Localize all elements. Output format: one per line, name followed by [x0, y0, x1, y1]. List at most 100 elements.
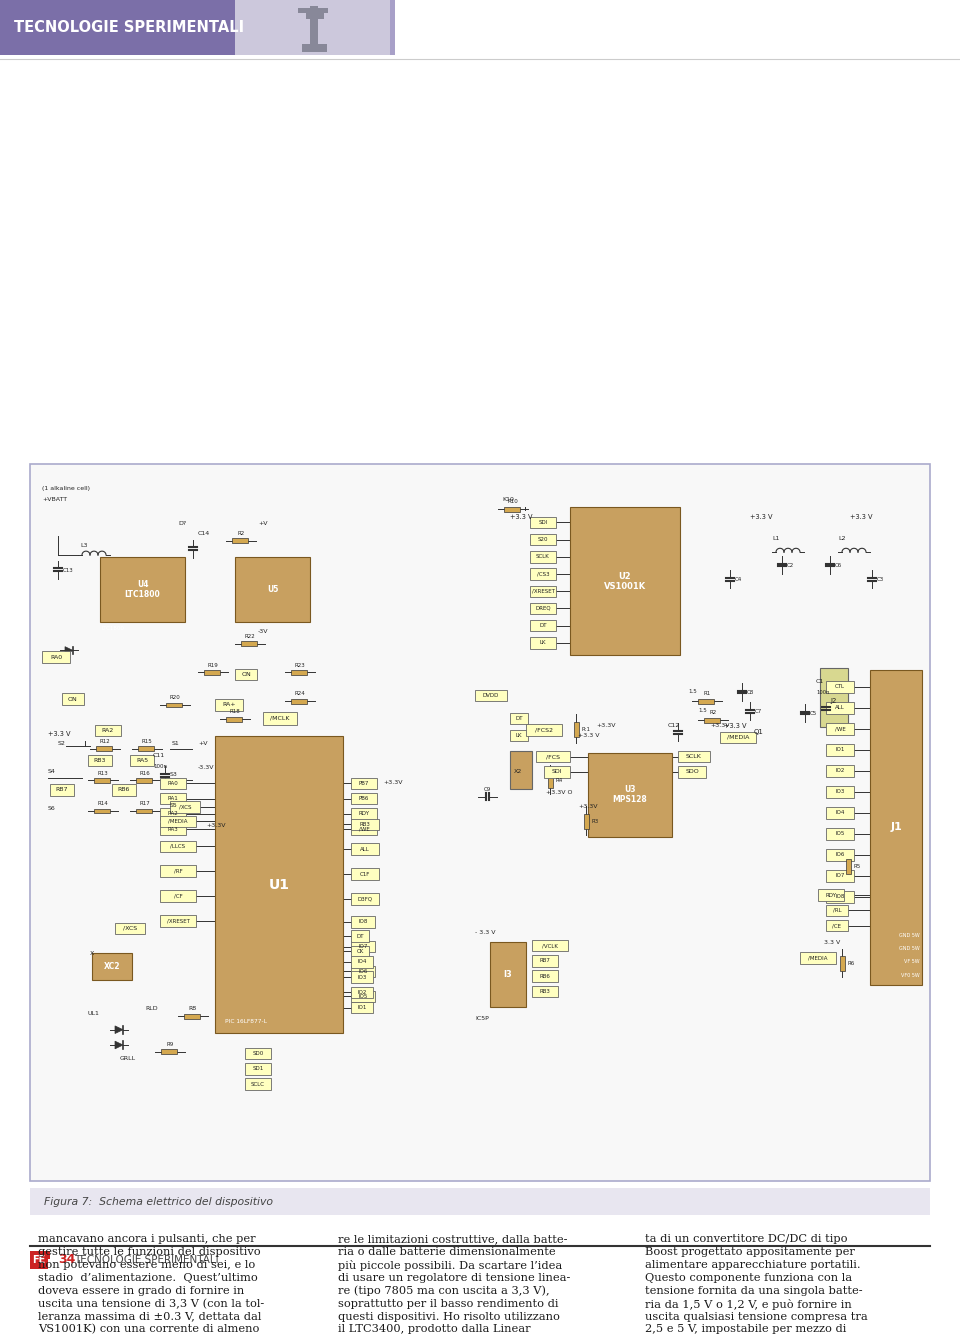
Bar [112, 784, 136, 796]
Bar [826, 870, 854, 882]
Text: C8: C8 [747, 689, 755, 695]
Text: Q1: Q1 [754, 728, 764, 735]
Text: /RL: /RL [832, 908, 841, 912]
Text: R18: R18 [229, 709, 240, 715]
Bar [42, 652, 70, 663]
Text: DT: DT [356, 934, 364, 939]
Text: ta di un convertitore DC/DC di tipo: ta di un convertitore DC/DC di tipo [645, 1234, 848, 1244]
Bar [720, 732, 756, 743]
Text: R23: R23 [295, 663, 305, 668]
Bar [536, 751, 570, 763]
Text: S20: S20 [538, 537, 548, 542]
Bar [532, 955, 558, 967]
Text: +3.3 V: +3.3 V [48, 731, 70, 736]
Text: R4: R4 [555, 778, 563, 783]
Text: S4: S4 [48, 770, 56, 775]
Text: R20: R20 [170, 695, 180, 700]
Text: L3: L3 [80, 542, 87, 548]
Text: C12: C12 [668, 724, 681, 728]
Text: RA2: RA2 [102, 728, 114, 733]
Text: IO1: IO1 [835, 747, 845, 752]
Bar [160, 866, 196, 876]
Text: RA0: RA0 [50, 655, 62, 660]
Text: +3.3 V: +3.3 V [750, 514, 773, 520]
Bar [544, 766, 570, 778]
Text: RB7: RB7 [56, 787, 68, 792]
Bar [678, 766, 706, 778]
Bar [298, 8, 328, 13]
Text: +3.3V: +3.3V [383, 780, 402, 784]
Text: SDI: SDI [552, 770, 563, 775]
Bar [510, 751, 532, 790]
Text: questi dispositivi. Ho risolto utilizzano: questi dispositivi. Ho risolto utilizzan… [338, 1312, 560, 1321]
Text: LK: LK [540, 640, 546, 645]
Text: RDY: RDY [826, 892, 836, 898]
Text: /VCLK: /VCLK [542, 943, 558, 949]
Text: 100n: 100n [153, 764, 167, 768]
Text: R2: R2 [709, 711, 716, 716]
Bar [235, 0, 390, 55]
Text: Figura 7:  Schema elettrico del dispositivo: Figura 7: Schema elettrico del dispositi… [44, 1197, 273, 1206]
Text: mancavano ancora i pulsanti, che per: mancavano ancora i pulsanti, che per [38, 1234, 255, 1244]
Text: L2: L2 [838, 536, 846, 541]
Text: C7: C7 [755, 709, 762, 715]
Text: +3.3V: +3.3V [578, 804, 597, 808]
Text: R3: R3 [591, 819, 598, 824]
Text: IO3: IO3 [357, 975, 367, 979]
Text: 34: 34 [58, 1253, 76, 1267]
Text: S5: S5 [170, 803, 178, 808]
Text: IO3: IO3 [835, 790, 845, 795]
Bar [475, 689, 507, 701]
Bar [204, 671, 220, 675]
Text: R:1: R:1 [581, 727, 590, 732]
Bar [94, 808, 110, 814]
Text: RB3: RB3 [540, 989, 550, 994]
Bar [510, 729, 528, 741]
Bar [351, 990, 375, 1002]
Bar [232, 538, 248, 542]
Bar [351, 792, 377, 804]
Text: C1: C1 [816, 679, 825, 684]
Text: R15: R15 [142, 739, 153, 744]
Text: di usare un regolatore di tensione linea-: di usare un regolatore di tensione linea… [338, 1273, 570, 1283]
Text: R17: R17 [139, 802, 151, 806]
Text: SDO: SDO [685, 770, 699, 775]
Text: /CF: /CF [174, 894, 182, 899]
Bar [160, 840, 196, 852]
Text: 3.3 V: 3.3 V [824, 941, 840, 946]
Bar [62, 693, 84, 705]
Bar [50, 784, 74, 796]
Text: 1.5: 1.5 [688, 689, 697, 695]
Text: S3: S3 [170, 772, 178, 778]
Bar [241, 641, 257, 647]
Bar [510, 712, 528, 724]
Text: ria o dalle batterie dimensionalmente: ria o dalle batterie dimensionalmente [338, 1246, 556, 1257]
Bar [88, 755, 112, 766]
Text: DREQ: DREQ [535, 607, 551, 611]
Bar [351, 843, 379, 855]
Text: /WE: /WE [359, 827, 370, 831]
Bar [532, 986, 558, 997]
Text: ria da 1,5 V o 1,2 V, e può fornire in: ria da 1,5 V o 1,2 V, e può fornire in [645, 1299, 852, 1309]
Bar [826, 766, 854, 776]
Bar [92, 954, 132, 981]
Text: /MEDIA: /MEDIA [808, 955, 828, 961]
Text: R22: R22 [245, 635, 255, 639]
Bar [30, 464, 930, 1181]
Text: S2: S2 [58, 740, 66, 745]
Bar [351, 778, 377, 790]
Bar [588, 752, 672, 836]
Text: tensione fornita da una singola batte-: tensione fornita da una singola batte- [645, 1285, 863, 1296]
Text: LK: LK [516, 733, 522, 737]
Bar [138, 747, 154, 751]
Text: RA+: RA+ [223, 703, 236, 708]
Bar [351, 808, 377, 819]
Text: VF0 5W: VF0 5W [901, 973, 920, 978]
Bar [820, 668, 848, 727]
Text: Boost progettato appositamente per: Boost progettato appositamente per [645, 1246, 854, 1257]
Text: /RF: /RF [174, 868, 182, 874]
Bar [826, 681, 854, 692]
Text: RB3: RB3 [94, 758, 107, 763]
Bar [530, 603, 556, 615]
Text: J2: J2 [830, 699, 836, 704]
